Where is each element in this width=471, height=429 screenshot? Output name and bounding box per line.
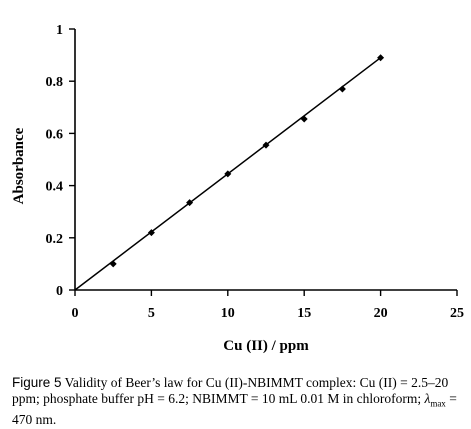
x-tick-label: 0 <box>72 306 79 321</box>
figure-caption: Figure 5 Validity of Beer’s law for Cu (… <box>12 375 464 428</box>
y-tick-label: 0.8 <box>46 75 64 90</box>
data-point <box>109 260 117 268</box>
data-point <box>377 54 385 62</box>
x-tick-label: 20 <box>374 306 388 321</box>
data-point <box>186 199 194 207</box>
data-points <box>109 54 385 268</box>
x-tick-label: 5 <box>148 306 155 321</box>
beers-law-chart: 0 5 10 15 20 25 0 0.2 0.4 0.6 0.8 1 Cu (II) / ppm A… <box>11 23 465 354</box>
y-tick-label: 1 <box>56 23 63 38</box>
data-point <box>338 85 346 93</box>
data-point <box>147 229 155 237</box>
caption-lead: Figure 5 <box>12 375 62 390</box>
caption-lambda: λ <box>424 391 431 406</box>
data-point <box>300 115 308 123</box>
chart-ticks: 0 5 10 15 20 25 0 0.2 0.4 0.6 0.8 1 <box>46 23 465 321</box>
caption-lambda-sub: max <box>430 398 446 409</box>
y-tick-label: 0 <box>56 284 63 299</box>
x-tick-label: 25 <box>450 306 464 321</box>
x-tick-label: 15 <box>297 306 311 321</box>
x-tick-label: 10 <box>221 306 235 321</box>
x-axis-label: Cu (II) / ppm <box>223 338 309 354</box>
y-tick-label: 0.2 <box>46 232 64 247</box>
y-tick-label: 0.4 <box>46 180 64 195</box>
y-axis-label: Absorbance <box>11 127 27 204</box>
caption-lambda-value: = 470 nm. <box>12 391 457 427</box>
data-point <box>224 170 232 178</box>
caption-text: Validity of Beer’s law for Cu (II)-NBIMM… <box>12 375 449 406</box>
y-tick-label: 0.6 <box>46 127 64 142</box>
data-point <box>262 141 270 149</box>
chart-axes <box>74 29 457 291</box>
